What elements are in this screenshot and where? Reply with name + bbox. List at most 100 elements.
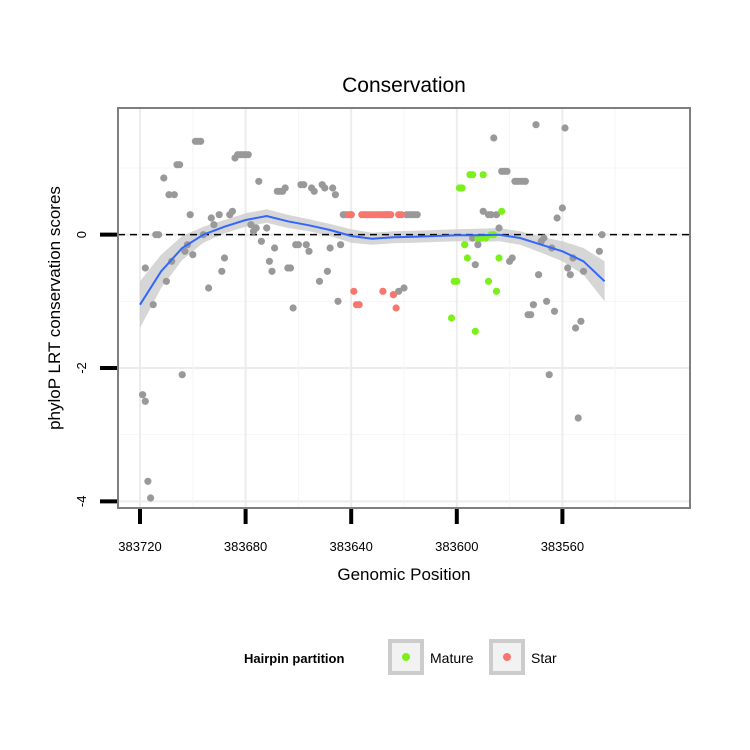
y-tick-label: -4 (74, 496, 89, 508)
point-other (176, 161, 184, 169)
point-other (281, 184, 289, 192)
x-tick-label: 383640 (330, 539, 373, 554)
y-axis: -4 -2 0 (74, 231, 117, 507)
point-other (598, 231, 606, 239)
point-other (487, 211, 495, 219)
point-other (395, 287, 403, 295)
point-other (543, 297, 551, 305)
x-axis-title: Genomic Position (337, 565, 470, 584)
point-mature (484, 277, 493, 285)
point-other (315, 277, 324, 285)
point-star (397, 211, 405, 219)
point-other (545, 371, 553, 379)
point-other (492, 211, 500, 219)
point-other (205, 284, 213, 292)
point-mature (498, 207, 506, 215)
legend-title: Hairpin partition (244, 651, 344, 666)
point-other (141, 264, 149, 272)
point-other (337, 241, 345, 249)
legend-marker-star (503, 653, 511, 661)
point-other (252, 224, 260, 232)
point-star (355, 301, 363, 309)
point-mature (479, 171, 487, 179)
point-other (149, 301, 157, 309)
point-mature (482, 234, 490, 242)
point-star (347, 211, 355, 219)
point-other (300, 181, 308, 189)
point-other (168, 257, 176, 265)
point-other (535, 271, 543, 279)
point-other (471, 261, 479, 269)
point-other (181, 247, 189, 255)
point-other (189, 251, 197, 259)
point-other (334, 297, 342, 305)
point-other (503, 167, 511, 175)
point-other (574, 414, 582, 422)
plot-panel-border (117, 107, 691, 509)
point-other (508, 254, 516, 262)
smooth-curve-layer (139, 214, 606, 306)
point-mature (495, 254, 503, 262)
point-star (389, 291, 397, 299)
x-tick-label: 383600 (435, 539, 478, 554)
point-other (207, 214, 215, 222)
point-other (331, 191, 339, 199)
point-mature (447, 314, 456, 322)
point-other (144, 477, 152, 485)
point-other (490, 134, 498, 142)
point-other (255, 177, 263, 185)
point-other (305, 247, 313, 255)
point-other (178, 371, 186, 379)
point-mature (463, 254, 471, 262)
legend-label-star: Star (531, 650, 557, 666)
legend: Hairpin partition Mature Star (244, 639, 557, 675)
point-mature (471, 327, 479, 335)
legend-label-mature: Mature (430, 650, 474, 666)
point-other (550, 307, 559, 315)
point-other (210, 221, 218, 229)
point-other (160, 174, 168, 182)
point-other (244, 151, 252, 159)
point-other (532, 121, 540, 129)
point-other (329, 184, 337, 192)
point-other (540, 234, 548, 242)
data-points (139, 121, 606, 502)
x-tick-label: 383560 (541, 539, 584, 554)
point-other (495, 224, 503, 232)
point-other (553, 214, 561, 222)
point-other (400, 284, 408, 292)
y-tick-label: 0 (74, 231, 89, 238)
point-other (521, 177, 530, 185)
point-other (170, 191, 178, 199)
point-other (215, 211, 223, 219)
point-other (147, 494, 155, 502)
point-other (527, 311, 535, 319)
grid-lines (118, 108, 690, 508)
point-other (265, 257, 273, 265)
point-other (572, 324, 580, 332)
point-other (220, 254, 229, 262)
point-other (154, 231, 163, 239)
x-tick-label: 383680 (224, 539, 267, 554)
point-other (577, 317, 585, 325)
point-other (564, 264, 572, 272)
y-axis-title: phyloP LRT conservation scores (45, 186, 64, 430)
point-other (289, 304, 297, 312)
point-other (271, 244, 279, 252)
point-other (141, 397, 149, 405)
point-other (558, 204, 567, 212)
point-other (529, 301, 538, 309)
point-star (376, 211, 384, 219)
point-other (302, 241, 310, 249)
point-other (294, 241, 302, 249)
point-other (323, 267, 331, 275)
point-other (218, 267, 226, 275)
point-other (326, 244, 334, 252)
point-mature (469, 171, 477, 179)
point-mature (458, 184, 466, 192)
point-mature (492, 287, 500, 295)
point-mature (453, 277, 461, 285)
y-tick-label: -2 (74, 362, 89, 374)
point-other (286, 264, 295, 272)
